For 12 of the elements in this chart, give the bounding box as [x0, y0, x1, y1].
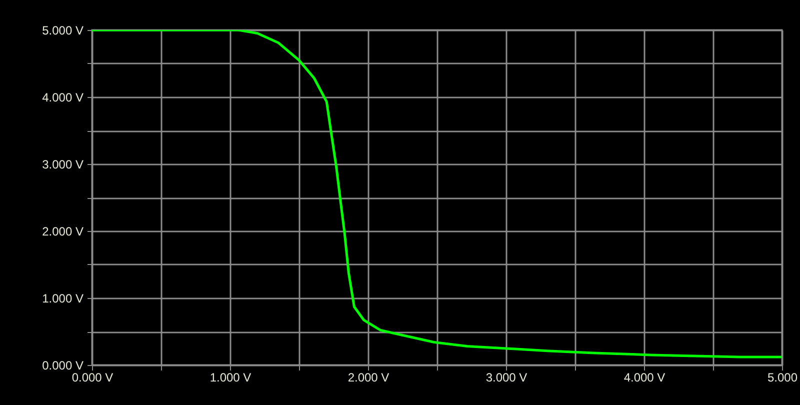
y-tick-label: 1.000 V: [42, 292, 84, 306]
x-tick-label: 0.000 V: [72, 370, 114, 384]
x-tick-label: 4.000 V: [624, 370, 666, 384]
x-tick-label: 3.000 V: [486, 370, 528, 384]
y-tick-label: 3.000 V: [42, 158, 84, 172]
x-tick-label: 2.000 V: [348, 370, 390, 384]
x-tick-label: 1.000 V: [210, 370, 252, 384]
y-tick-label: 5.000 V: [42, 24, 84, 38]
y-tick-label: 2.000 V: [42, 224, 84, 238]
y-tick-label: 4.000 V: [42, 90, 84, 104]
y-tick-label: 0.000 V: [42, 358, 84, 372]
x-tick-label: 5.000: [767, 370, 798, 384]
